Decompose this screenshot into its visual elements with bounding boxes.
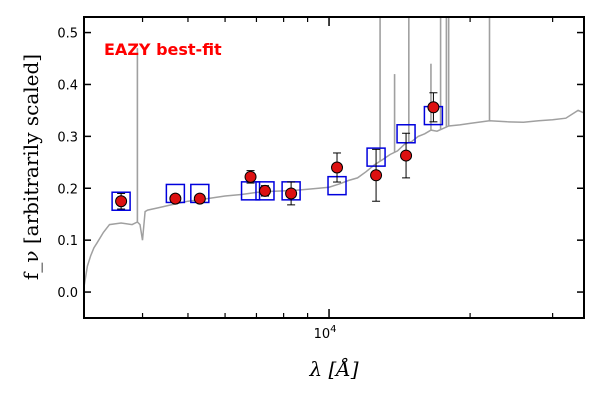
observed-point <box>258 184 271 197</box>
observed-point <box>427 101 440 114</box>
plot-area <box>84 17 584 288</box>
axis-ticks: 0.0 0.1 0.2 0.3 0.4 0.5 104 <box>57 17 584 342</box>
y-tick-label: 0.2 <box>57 182 78 197</box>
template-sed-line <box>84 109 584 288</box>
observed-point <box>331 161 344 174</box>
y-axis-title: f_ν [arbitrarily scaled] <box>19 54 43 280</box>
y-tick-label: 0.3 <box>57 130 78 145</box>
x-tick-label: 104 <box>314 324 337 342</box>
y-tick-label: 0.1 <box>57 234 78 249</box>
observed-point <box>285 187 298 200</box>
annotation-label: EAZY best-fit <box>104 40 222 59</box>
observed-point <box>370 169 383 182</box>
y-tick-label: 0.4 <box>57 78 78 93</box>
observed-point <box>193 192 206 205</box>
plot-frame <box>83 16 585 319</box>
observed-point <box>244 170 257 183</box>
y-tick-label: 0.0 <box>57 286 78 301</box>
model-photometry-box <box>240 181 261 201</box>
model-photometry-box <box>111 191 131 211</box>
y-tick-label: 0.5 <box>57 27 78 42</box>
observed-point <box>115 195 128 208</box>
x-axis-title: λ [Å] <box>308 356 358 381</box>
observed-point <box>169 192 182 205</box>
model-photometry-box <box>255 181 275 201</box>
observed-point <box>400 149 413 162</box>
